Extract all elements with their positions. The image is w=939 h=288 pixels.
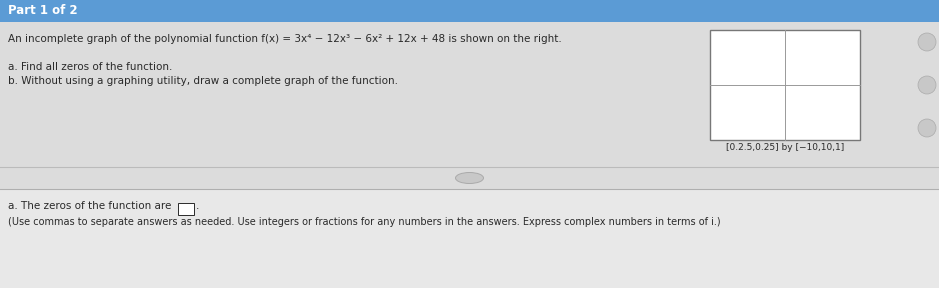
Text: Part 1 of 2: Part 1 of 2 [8, 5, 78, 18]
Text: .: . [196, 201, 199, 211]
FancyBboxPatch shape [0, 167, 939, 189]
Text: a. Find all zeros of the function.: a. Find all zeros of the function. [8, 62, 173, 72]
Circle shape [918, 119, 936, 137]
FancyBboxPatch shape [0, 0, 939, 22]
Text: [0.2.5,0.25] by [−10,10,1]: [0.2.5,0.25] by [−10,10,1] [726, 143, 844, 152]
Text: (Use commas to separate answers as needed. Use integers or fractions for any num: (Use commas to separate answers as neede… [8, 217, 720, 227]
Text: b. Without using a graphing utility, draw a complete graph of the function.: b. Without using a graphing utility, dra… [8, 76, 398, 86]
FancyBboxPatch shape [710, 30, 860, 140]
Circle shape [918, 76, 936, 94]
FancyBboxPatch shape [0, 189, 939, 288]
Text: An incomplete graph of the polynomial function f(x) = 3x⁴ − 12x³ − 6x² + 12x + 4: An incomplete graph of the polynomial fu… [8, 34, 562, 44]
FancyBboxPatch shape [0, 22, 939, 167]
Circle shape [918, 33, 936, 51]
Ellipse shape [455, 173, 484, 183]
FancyBboxPatch shape [178, 203, 194, 215]
Text: a. The zeros of the function are: a. The zeros of the function are [8, 201, 172, 211]
